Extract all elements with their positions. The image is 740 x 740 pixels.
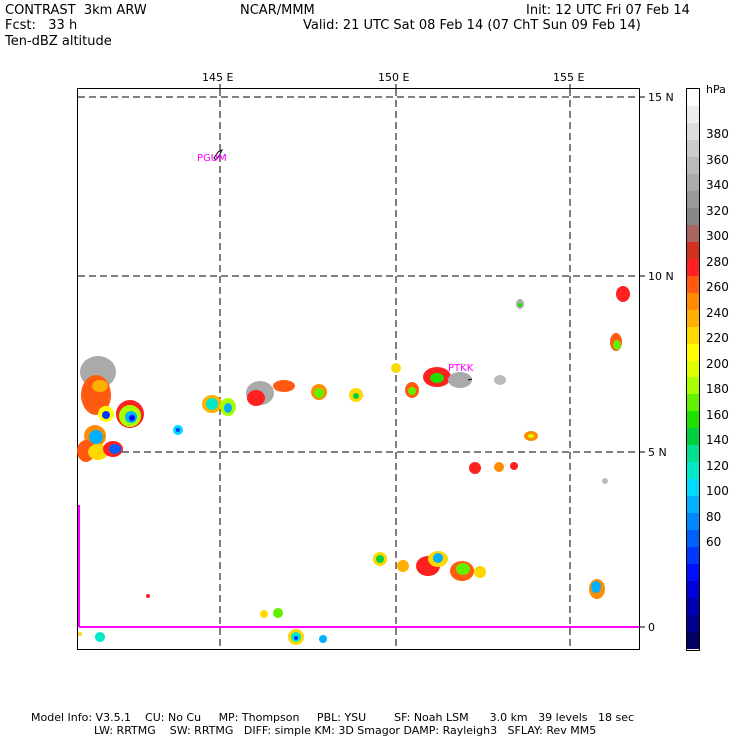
reflectivity-cells [77, 286, 630, 645]
colorbar-swatch [687, 360, 699, 378]
lat-label-10: 10 N [648, 270, 674, 283]
colorbar-label: 300 [706, 229, 729, 243]
colorbar-label: 380 [706, 127, 729, 141]
colorbar-label: 120 [706, 458, 729, 473]
lon-label-150: 150 E [378, 71, 410, 84]
valid-time: Valid: 21 UTC Sat 08 Feb 14 (07 ChT Sun … [303, 18, 641, 33]
colorbar-label: 360 [706, 152, 729, 167]
colorbar-swatch [687, 139, 699, 157]
colorbar-label: 340 [706, 178, 729, 192]
colorbar-swatch [687, 564, 699, 582]
init-time: Init: 12 UTC Fri 07 Feb 14 [526, 3, 690, 18]
colorbar-swatch [687, 224, 699, 242]
colorbar-swatch [687, 326, 699, 344]
lon-label-155: 155 E [553, 71, 585, 84]
colorbar-label: 180 [706, 382, 729, 396]
lat-label-5: 5 N [648, 446, 667, 459]
colorbar-swatch [687, 394, 699, 412]
colorbar-swatch [687, 598, 699, 616]
field-name: Ten-dBZ altitude [5, 34, 112, 49]
colorbar-swatch [687, 479, 699, 497]
colorbar-label: 320 [706, 203, 729, 218]
model-title: CONTRAST 3km ARW [5, 3, 147, 18]
colorbar-swatch [687, 513, 699, 531]
colorbar-label: 80 [706, 509, 722, 524]
lon-label-145: 145 E [202, 71, 234, 84]
colorbar-swatch [687, 173, 699, 191]
colorbar-swatch [687, 275, 699, 293]
colorbar-swatch [687, 343, 699, 361]
colorbar-swatch [687, 105, 699, 123]
colorbar-unit: hPa [706, 83, 726, 96]
colorbar-label: 200 [706, 356, 729, 371]
colorbar-label: 220 [706, 331, 729, 345]
colorbar-swatch [687, 411, 699, 429]
model-info-line2: LW: RRTMG SW: RRTMG DIFF: simple KM: 3D … [94, 724, 597, 737]
model-info-line1: Model Info: V3.5.1 CU: No Cu MP: Thompso… [31, 711, 635, 724]
colorbar-swatch [687, 292, 699, 310]
forecast-hour: Fcst: 33 h [5, 18, 78, 33]
colorbar-swatch [687, 581, 699, 599]
colorbar-swatch [687, 89, 699, 106]
colorbar-swatch [687, 445, 699, 463]
lat-label-0: 0 [648, 621, 655, 634]
colorbar-swatch [687, 547, 699, 565]
colorbar-label: 260 [706, 280, 729, 294]
colorbar-swatch [687, 156, 699, 174]
colorbar-swatch [687, 377, 699, 395]
colorbar-swatch [687, 122, 699, 140]
colorbar-frame [686, 88, 700, 651]
colorbar-swatch [687, 258, 699, 276]
station-label-ptkk: PTKK [448, 363, 474, 374]
colorbar-label: 140 [706, 433, 729, 447]
grid-lines [78, 89, 639, 649]
colorbar-swatch [687, 241, 699, 259]
tick-marks [219, 84, 645, 628]
colorbar-swatch [687, 462, 699, 480]
colorbar-swatch [687, 309, 699, 327]
colorbar-label: 60 [706, 535, 722, 549]
colorbar-label: 280 [706, 254, 729, 269]
colorbar-label: 160 [706, 407, 729, 422]
colorbar-swatch [687, 496, 699, 514]
station-label-pgum: PGUM [197, 153, 227, 164]
organization: NCAR/MMM [240, 3, 315, 18]
lat-label-15: 15 N [648, 91, 674, 104]
colorbar-swatch [687, 615, 699, 633]
colorbar-swatch [687, 207, 699, 225]
colorbar-swatch [687, 632, 699, 650]
coastlines [213, 96, 473, 381]
colorbar-swatch [687, 428, 699, 446]
colorbar-label: 240 [706, 305, 729, 320]
colorbar-swatch [687, 190, 699, 208]
colorbar-swatch [687, 530, 699, 548]
colorbar-label: 100 [706, 484, 729, 498]
map-frame [77, 88, 640, 650]
